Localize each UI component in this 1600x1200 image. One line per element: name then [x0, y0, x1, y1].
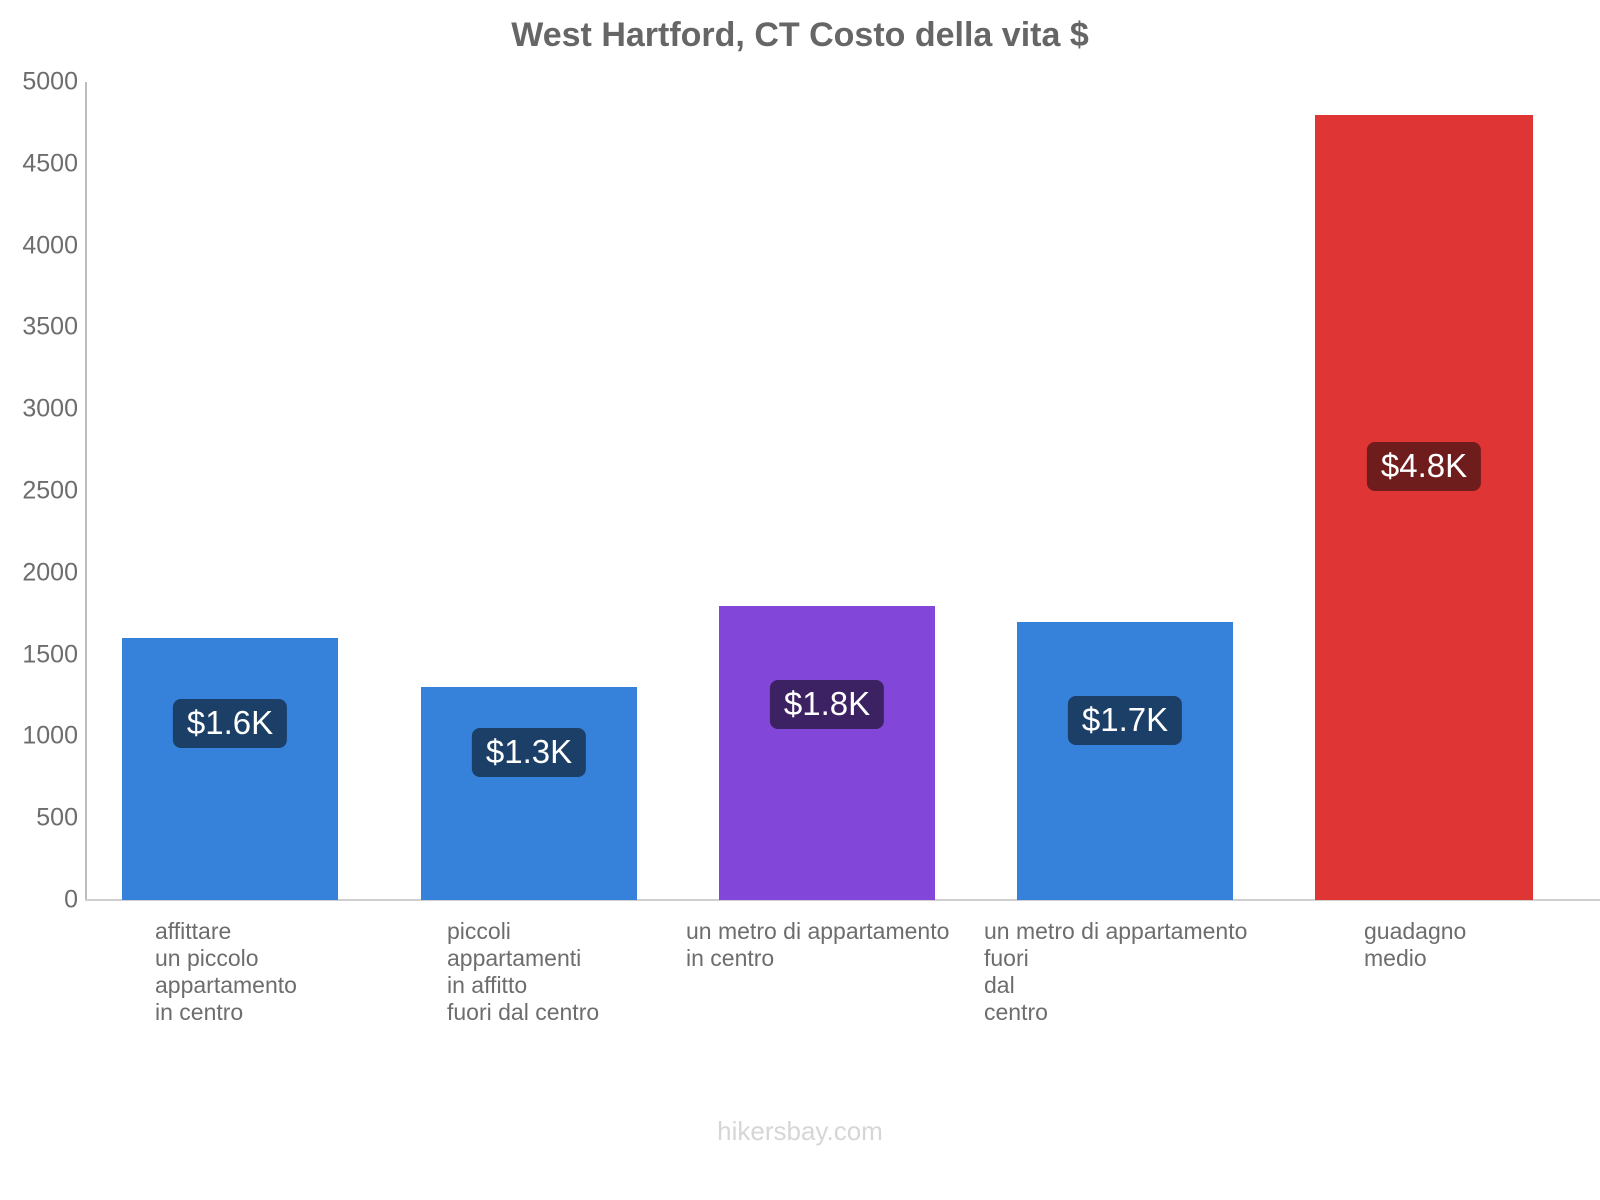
watermark-text: hikersbay.com: [717, 1116, 883, 1146]
bar[interactable]: $1.6K: [122, 638, 338, 900]
y-axis-tick-label: 1500: [22, 640, 78, 669]
y-axis-tick-label: 5000: [22, 67, 78, 96]
bar-value-label: $4.8K: [1366, 441, 1482, 491]
y-axis-tick-label: 3000: [22, 394, 78, 423]
bar[interactable]: $1.3K: [421, 687, 637, 900]
bar-value-label: $1.8K: [769, 679, 885, 729]
y-axis-tick-label: 1000: [22, 721, 78, 750]
y-axis-tick-label: 4500: [22, 149, 78, 178]
y-axis-tick-label: 3500: [22, 312, 78, 341]
bar-value-label: $1.7K: [1067, 695, 1183, 745]
bar-value-label: $1.3K: [471, 728, 587, 778]
x-axis-category-label: piccoli appartamenti in affitto fuori da…: [447, 918, 600, 1025]
x-axis-category-label: un metro di appartamento fuori dal centr…: [984, 918, 1248, 1025]
y-axis-tick-label: 0: [64, 885, 78, 914]
y-axis-tick-label: 4000: [22, 231, 78, 260]
x-axis-line: [85, 899, 1600, 901]
x-axis-category-label: un metro di appartamento in centro: [686, 918, 950, 971]
y-axis-tick-label: 500: [36, 803, 78, 832]
y-axis-tick-label: 2000: [22, 558, 78, 587]
x-axis-category-label: guadagno medio: [1364, 918, 1467, 971]
page-title: West Hartford, CT Costo della vita $: [511, 16, 1089, 54]
x-axis-category-label: affittare un piccolo appartamento in cen…: [155, 918, 297, 1025]
plot-area: $1.6K $1.3K $1.8K $1.7K $4.8K: [85, 82, 1585, 900]
y-axis-tick-labels: 0 500 1000 1500 2000 2500 3000 3500 4000 4500 5000: [0, 0, 78, 1200]
bar-value-label: $1.6K: [172, 699, 288, 749]
bar[interactable]: $4.8K: [1315, 114, 1533, 900]
y-axis-line: [85, 82, 87, 900]
y-axis-tick-label: 2500: [22, 476, 78, 505]
bar[interactable]: $1.8K: [719, 605, 935, 900]
bar[interactable]: $1.7K: [1017, 621, 1233, 900]
